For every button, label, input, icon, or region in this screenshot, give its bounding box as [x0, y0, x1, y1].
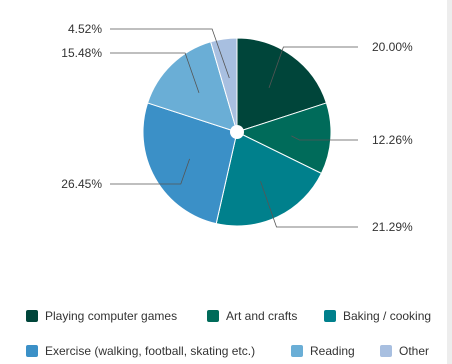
data-label: 4.52% — [68, 22, 102, 36]
legend-swatch — [324, 310, 336, 322]
legend-label: Baking / cooking — [343, 309, 432, 323]
legend-swatch — [26, 345, 38, 357]
legend-item-baking-cooking[interactable]: Baking / cooking — [324, 308, 431, 324]
leader-line — [110, 52, 200, 94]
data-label: 21.29% — [372, 220, 413, 234]
pie-slice-baking-cooking[interactable] — [215, 131, 323, 227]
legend-label: Playing computer games — [45, 309, 178, 323]
legend-label: Art and crafts — [226, 309, 298, 323]
pie-slice-exercise-walking-football-skating-etc[interactable] — [142, 102, 238, 225]
data-label: 12.26% — [372, 133, 413, 147]
legend-item-other[interactable]: Other — [380, 343, 429, 359]
leader-line — [291, 135, 358, 141]
legend-label: Other — [399, 344, 430, 358]
pie-slice-art-and-crafts[interactable] — [235, 102, 332, 175]
pie-slice-reading[interactable] — [146, 41, 238, 133]
legend-swatch — [26, 310, 38, 322]
legend-swatch — [207, 310, 219, 322]
data-label: 26.45% — [61, 177, 102, 191]
legend-item-playing-computer-games[interactable]: Playing computer games — [26, 308, 177, 324]
pie-center-hole — [230, 125, 244, 139]
leader-line — [260, 181, 358, 228]
legend-label: Reading — [310, 344, 355, 358]
leader-line — [110, 28, 230, 79]
legend-label: Exercise (walking, football, skating etc… — [45, 344, 256, 358]
legend-item-exercise[interactable]: Exercise (walking, football, skating etc… — [26, 343, 255, 359]
pie-chart: 20.00% 12.26% 21.29% 26.45% 15.48% 4.52% — [61, 22, 413, 234]
leader-line — [268, 46, 358, 89]
data-label: 15.48% — [61, 46, 102, 60]
data-label: 20.00% — [372, 40, 413, 54]
legend-item-art-and-crafts[interactable]: Art and crafts — [207, 308, 297, 324]
pie-slice-other[interactable] — [210, 37, 238, 133]
pie-slice-playing-computer-games[interactable] — [236, 37, 328, 133]
leader-line — [110, 158, 190, 185]
legend-item-reading[interactable]: Reading — [291, 343, 355, 359]
legend-swatch — [380, 345, 392, 357]
legend-swatch — [291, 345, 303, 357]
chart-legend: Playing computer games Art and crafts Ba… — [0, 300, 447, 364]
